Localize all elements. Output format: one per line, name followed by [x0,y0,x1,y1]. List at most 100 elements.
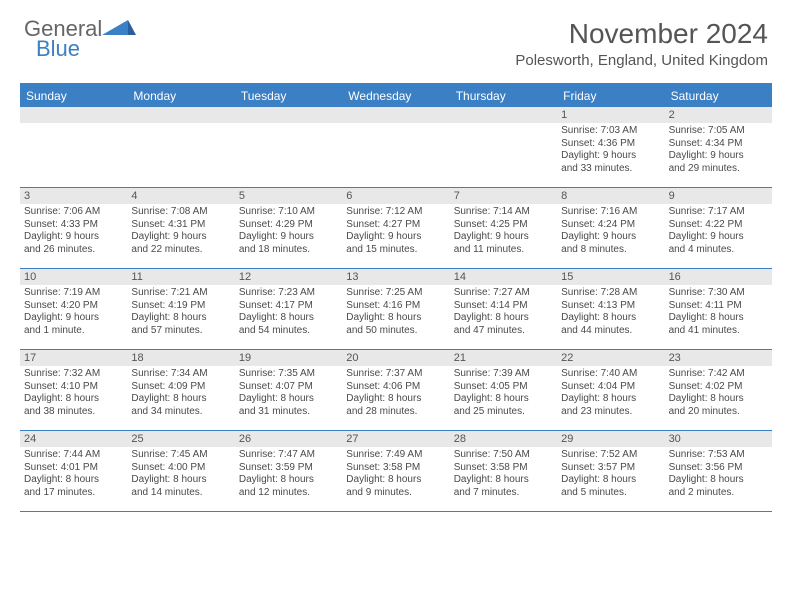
calendar-cell: 24Sunrise: 7:44 AMSunset: 4:01 PMDayligh… [20,431,127,511]
cell-body: Sunrise: 7:17 AMSunset: 4:22 PMDaylight:… [665,204,772,260]
cell-body: Sunrise: 7:50 AMSunset: 3:58 PMDaylight:… [450,447,557,503]
day-header: Friday [557,85,664,107]
cell-line: Sunset: 4:07 PM [239,381,338,394]
cell-line: Sunrise: 7:05 AM [669,125,768,138]
day-header: Thursday [450,85,557,107]
cell-line: Daylight: 8 hours [24,393,123,406]
cell-line: Sunrise: 7:50 AM [454,449,553,462]
calendar-cell: 20Sunrise: 7:37 AMSunset: 4:06 PMDayligh… [342,350,449,430]
cell-body: Sunrise: 7:40 AMSunset: 4:04 PMDaylight:… [557,366,664,422]
cell-line: and 44 minutes. [561,325,660,338]
cell-line: and 25 minutes. [454,406,553,419]
cell-line: and 47 minutes. [454,325,553,338]
cell-line: Sunrise: 7:27 AM [454,287,553,300]
cell-line: Sunset: 4:24 PM [561,219,660,232]
cell-number-bar-empty [127,107,234,123]
cell-line: Sunset: 4:25 PM [454,219,553,232]
cell-day-number: 4 [127,188,234,204]
cell-day-number: 8 [557,188,664,204]
cell-line: Sunset: 4:14 PM [454,300,553,313]
cell-day-number: 7 [450,188,557,204]
cell-body: Sunrise: 7:49 AMSunset: 3:58 PMDaylight:… [342,447,449,503]
cell-line: and 50 minutes. [346,325,445,338]
cell-line: Sunrise: 7:16 AM [561,206,660,219]
cell-line: Sunrise: 7:12 AM [346,206,445,219]
calendar-cell: 9Sunrise: 7:17 AMSunset: 4:22 PMDaylight… [665,188,772,268]
cell-line: Sunrise: 7:19 AM [24,287,123,300]
cell-number-bar-empty [450,107,557,123]
cell-day-number: 5 [235,188,342,204]
calendar-cell: 3Sunrise: 7:06 AMSunset: 4:33 PMDaylight… [20,188,127,268]
calendar-cell: 27Sunrise: 7:49 AMSunset: 3:58 PMDayligh… [342,431,449,511]
calendar-cell: 7Sunrise: 7:14 AMSunset: 4:25 PMDaylight… [450,188,557,268]
cell-line: Sunrise: 7:45 AM [131,449,230,462]
cell-line: and 18 minutes. [239,244,338,257]
cell-line: and 38 minutes. [24,406,123,419]
logo-triangle-icon [102,20,136,38]
cell-line: Sunset: 3:59 PM [239,462,338,475]
cell-body: Sunrise: 7:03 AMSunset: 4:36 PMDaylight:… [557,123,664,179]
cell-line: Daylight: 8 hours [561,393,660,406]
calendar-cell: 28Sunrise: 7:50 AMSunset: 3:58 PMDayligh… [450,431,557,511]
cell-line: Daylight: 9 hours [669,231,768,244]
cell-line: Daylight: 8 hours [346,312,445,325]
cell-day-number: 29 [557,431,664,447]
cell-line: Sunset: 4:36 PM [561,138,660,151]
calendar-cell [450,107,557,187]
cell-day-number: 13 [342,269,449,285]
calendar-cell: 12Sunrise: 7:23 AMSunset: 4:17 PMDayligh… [235,269,342,349]
cell-line: Daylight: 8 hours [346,393,445,406]
calendar-cell: 16Sunrise: 7:30 AMSunset: 4:11 PMDayligh… [665,269,772,349]
week-row: 24Sunrise: 7:44 AMSunset: 4:01 PMDayligh… [20,431,772,512]
cell-line: Daylight: 8 hours [131,393,230,406]
cell-line: Daylight: 8 hours [669,474,768,487]
cell-line: and 4 minutes. [669,244,768,257]
cell-line: Daylight: 8 hours [561,474,660,487]
calendar: SundayMondayTuesdayWednesdayThursdayFrid… [20,83,772,512]
cell-day-number: 17 [20,350,127,366]
location-text: Polesworth, England, United Kingdom [515,52,768,69]
cell-line: and 17 minutes. [24,487,123,500]
calendar-cell: 19Sunrise: 7:35 AMSunset: 4:07 PMDayligh… [235,350,342,430]
cell-day-number: 26 [235,431,342,447]
calendar-cell [20,107,127,187]
cell-line: Sunset: 3:58 PM [454,462,553,475]
cell-body: Sunrise: 7:52 AMSunset: 3:57 PMDaylight:… [557,447,664,503]
cell-body: Sunrise: 7:06 AMSunset: 4:33 PMDaylight:… [20,204,127,260]
cell-line: Sunset: 4:02 PM [669,381,768,394]
cell-line: Sunset: 4:13 PM [561,300,660,313]
cell-line: Sunrise: 7:25 AM [346,287,445,300]
cell-line: and 12 minutes. [239,487,338,500]
cell-line: Sunrise: 7:28 AM [561,287,660,300]
cell-line: Daylight: 8 hours [24,474,123,487]
cell-body: Sunrise: 7:39 AMSunset: 4:05 PMDaylight:… [450,366,557,422]
calendar-cell: 22Sunrise: 7:40 AMSunset: 4:04 PMDayligh… [557,350,664,430]
cell-line: Sunset: 4:11 PM [669,300,768,313]
cell-line: Daylight: 8 hours [346,474,445,487]
cell-line: Daylight: 8 hours [669,393,768,406]
calendar-cell: 5Sunrise: 7:10 AMSunset: 4:29 PMDaylight… [235,188,342,268]
cell-line: and 31 minutes. [239,406,338,419]
cell-line: Sunset: 3:57 PM [561,462,660,475]
cell-body: Sunrise: 7:08 AMSunset: 4:31 PMDaylight:… [127,204,234,260]
calendar-cell: 29Sunrise: 7:52 AMSunset: 3:57 PMDayligh… [557,431,664,511]
cell-line: Daylight: 8 hours [239,312,338,325]
cell-line: Sunset: 4:06 PM [346,381,445,394]
cell-number-bar-empty [342,107,449,123]
calendar-cell: 30Sunrise: 7:53 AMSunset: 3:56 PMDayligh… [665,431,772,511]
day-header: Sunday [20,85,127,107]
cell-day-number: 14 [450,269,557,285]
header: General Blue November 2024 Polesworth, E… [0,0,792,73]
cell-line: Sunset: 4:31 PM [131,219,230,232]
cell-body: Sunrise: 7:05 AMSunset: 4:34 PMDaylight:… [665,123,772,179]
cell-line: and 34 minutes. [131,406,230,419]
cell-line: Sunrise: 7:44 AM [24,449,123,462]
cell-day-number: 12 [235,269,342,285]
cell-line: Sunrise: 7:03 AM [561,125,660,138]
day-header: Tuesday [235,85,342,107]
cell-body: Sunrise: 7:27 AMSunset: 4:14 PMDaylight:… [450,285,557,341]
cell-day-number: 6 [342,188,449,204]
weeks-container: 1Sunrise: 7:03 AMSunset: 4:36 PMDaylight… [20,107,772,512]
calendar-cell: 21Sunrise: 7:39 AMSunset: 4:05 PMDayligh… [450,350,557,430]
calendar-cell [235,107,342,187]
